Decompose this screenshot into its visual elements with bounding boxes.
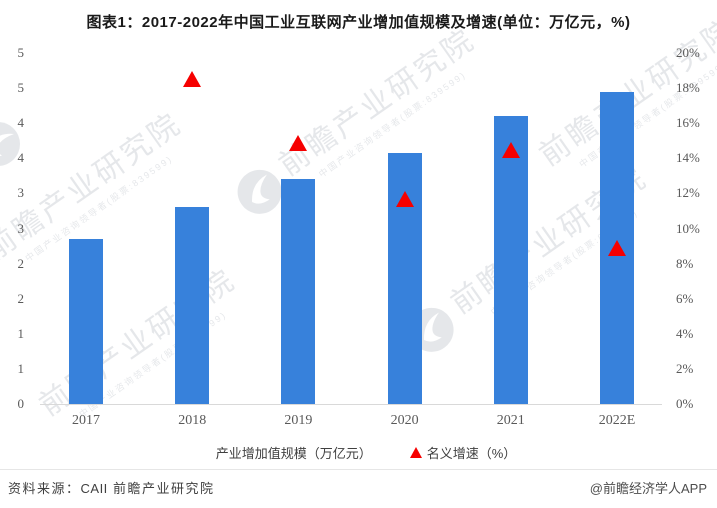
bar-2021 [493,116,528,404]
triangle-marker-icon [409,447,422,458]
x-axis-label-2018: 2018 [178,413,207,428]
growth-marker-2020 [395,190,414,207]
left-axis-tick: 3 [17,185,25,201]
legend-label-bar-series: 产业增加值规模（万亿元） [215,446,372,461]
chart-legend: 产业增加值规模（万亿元） 名义增速（%） [0,443,717,462]
bar-series-swatch-icon [201,448,211,458]
bar-2018 [175,207,210,404]
left-axis-tick: 4 [17,150,25,166]
footer-divider [0,469,717,470]
right-axis-tick: 0% [676,396,694,411]
right-axis-tick: 4% [676,325,694,341]
right-axis-tick: 18% [676,80,700,96]
right-axis-tick: 12% [676,185,700,201]
bar-2017 [69,239,103,404]
watermark-text: 前瞻产业研究院 [33,263,242,423]
right-axis-tick: 14% [676,150,700,166]
left-axis-tick: 5 [17,45,25,60]
right-axis-tick: 8% [676,255,694,271]
x-axis-label-2019: 2019 [284,413,313,428]
x-axis-label-2020: 2020 [390,413,419,428]
source-note: 资料来源：CAII 前瞻产业研究院 [8,478,214,497]
legend-label-growth-series: 名义增速（%） [426,446,517,461]
growth-marker-2022E [608,239,626,256]
watermark: 前瞻产业研究院 中国产业咨询领导者(股票:839599) [229,23,491,227]
x-axis-line [40,404,662,405]
left-axis-tick: 4 [17,115,25,131]
left-axis-tick: 2 [17,290,25,306]
right-axis-tick: 16% [676,115,700,131]
x-axis-label-2021: 2021 [496,413,525,428]
watermark-text: 前瞻产业研究院 [272,22,482,183]
left-axis-tick: 1 [17,360,25,376]
bar-2019 [281,179,316,404]
source-org-caii: CAII [80,481,108,496]
x-axis-label-2017: 2017 [72,413,100,428]
chart-title: 图表1：2017-2022年中国工业互联网产业增加值规模及增速(单位：万亿元，%… [86,14,631,31]
growth-marker-2019 [289,134,308,151]
left-axis-tick: 2 [17,255,25,271]
right-axis-tick: 20% [676,45,700,60]
right-axis-tick: 10% [676,220,700,236]
source-label: 资料来源： [8,481,81,496]
left-axis-tick: 3 [17,220,25,236]
right-axis-tick: 2% [676,360,694,376]
left-axis-tick: 5 [17,80,25,96]
right-axis-tick: 6% [676,290,694,306]
watermark: 前瞻产业研究院 中国产业咨询领导者(股票:839599) [33,263,251,436]
credit-note: @前瞻经济学人APP [589,481,707,496]
source-org-qianzhan: 前瞻产业研究院 [112,481,215,496]
left-axis-tick: 1 [17,325,25,341]
x-axis-label-2022E: 2022E [598,413,636,428]
growth-marker-2018 [183,71,202,88]
left-axis-tick: 0 [17,396,25,411]
legend-item-growth-series: 名义增速（%） [409,443,517,462]
growth-marker-2021 [501,141,520,158]
legend-item-bar-series: 产业增加值规模（万亿元） [201,443,372,462]
